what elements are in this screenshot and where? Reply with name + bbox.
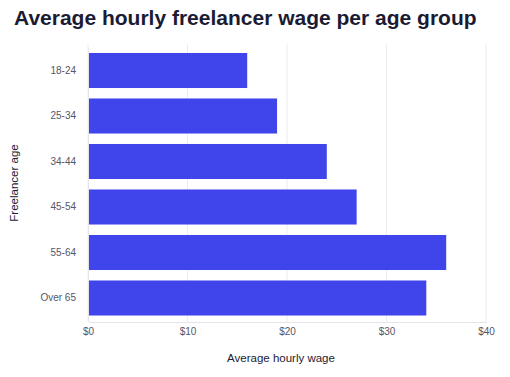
grid-line bbox=[287, 44, 288, 322]
x-tick: $30 bbox=[379, 322, 396, 337]
grid bbox=[88, 44, 486, 322]
bar bbox=[88, 53, 247, 88]
bar bbox=[88, 280, 426, 315]
y-axis-line bbox=[88, 48, 89, 321]
y-tick: 55-64 bbox=[50, 247, 88, 258]
y-tick-label: 45-54 bbox=[50, 201, 76, 212]
chart: Average hourly freelancer wage per age g… bbox=[0, 0, 510, 377]
x-axis: $0 $10 $20 $30 $40 bbox=[83, 322, 495, 337]
bar bbox=[88, 189, 357, 224]
bars bbox=[88, 53, 446, 316]
y-tick: 45-54 bbox=[50, 201, 88, 212]
y-axis: 18-24 25-34 34-44 45-54 55-64 Over 65 bbox=[40, 48, 88, 321]
bar bbox=[88, 98, 277, 133]
x-tick-label: $40 bbox=[478, 326, 495, 337]
x-tick-label: $30 bbox=[379, 326, 396, 337]
grid-line bbox=[88, 44, 89, 322]
y-tick-label: 18-24 bbox=[50, 65, 76, 76]
x-tick: $10 bbox=[180, 322, 197, 337]
y-tick-label: 34-44 bbox=[50, 156, 76, 167]
bar bbox=[88, 144, 327, 179]
grid-line bbox=[486, 44, 487, 322]
grid-line bbox=[386, 44, 387, 322]
x-axis-line bbox=[89, 322, 487, 323]
y-tick: Over 65 bbox=[40, 292, 88, 303]
y-tick-label: 25-34 bbox=[50, 110, 76, 121]
y-tick: 25-34 bbox=[50, 110, 88, 121]
y-tick-label: Over 65 bbox=[40, 292, 76, 303]
x-axis-title: Average hourly wage bbox=[227, 352, 335, 364]
x-tick: $20 bbox=[279, 322, 296, 337]
x-tick: $40 bbox=[478, 322, 495, 337]
x-tick-label: $0 bbox=[83, 326, 95, 337]
y-axis-title: Freelancer age bbox=[8, 144, 20, 221]
y-tick-label: 55-64 bbox=[50, 247, 76, 258]
x-tick: $0 bbox=[83, 322, 95, 337]
x-tick-label: $20 bbox=[279, 326, 296, 337]
y-tick: 18-24 bbox=[50, 65, 88, 76]
title: Average hourly freelancer wage per age g… bbox=[14, 6, 477, 29]
x-tick-label: $10 bbox=[180, 326, 197, 337]
bar bbox=[88, 235, 446, 270]
y-tick: 34-44 bbox=[50, 156, 88, 167]
